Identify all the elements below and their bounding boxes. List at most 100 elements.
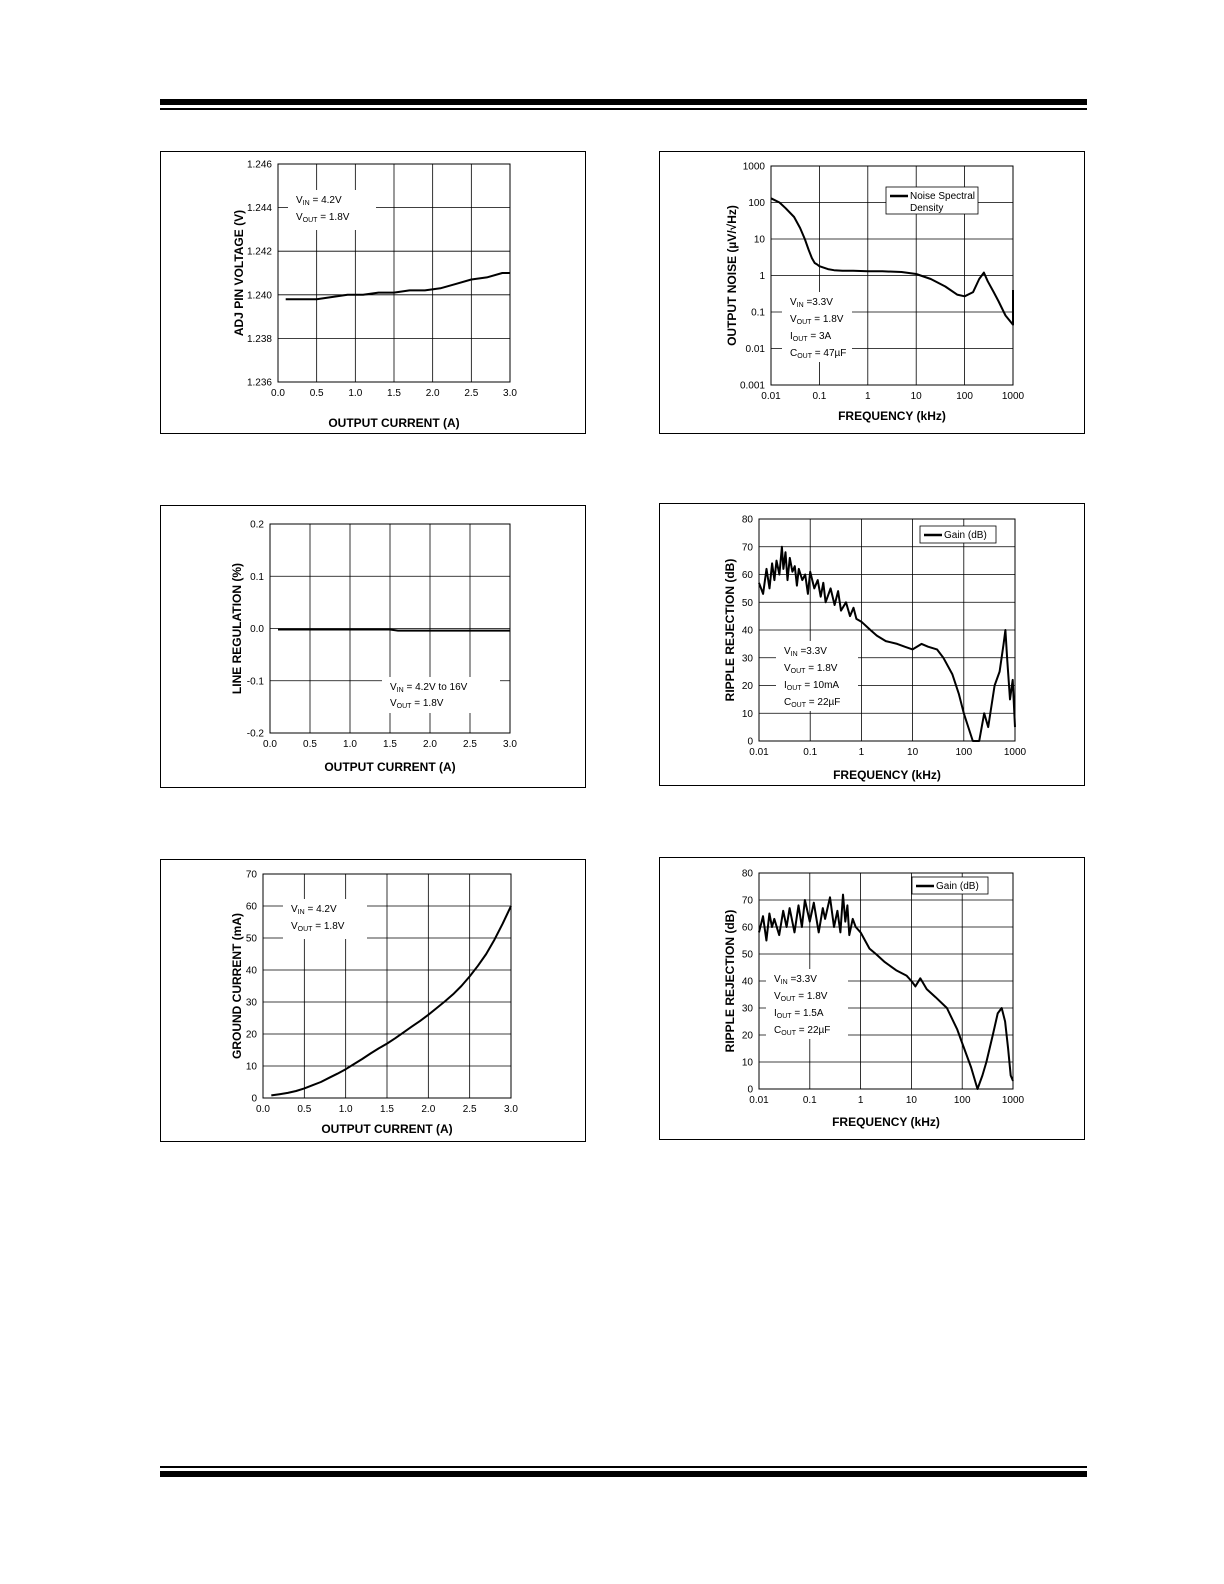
legend-label: Noise Spectral — [910, 191, 975, 202]
annotation-subscript: OUT — [791, 702, 807, 709]
chart-ripple-rejection-1-5a: 0.01 0.1 1 10 100 1000 0 10 20 30 40 50 60 70 80 VIN =3… — [723, 869, 1025, 1130]
x-tick-label: 0.01 — [749, 1095, 769, 1106]
annotation-value: =3.3V — [788, 974, 818, 985]
x-tick-label: 0.01 — [761, 391, 781, 402]
annotation-symbol: V — [296, 195, 303, 206]
x-tick-label: 1000 — [1002, 1095, 1025, 1106]
x-tick-label: 100 — [956, 391, 973, 402]
chart-adj: 0.0 0.5 1.0 1.5 2.0 2.5 3.0 1.236 1.238 1.240 1.24… — [232, 160, 517, 431]
annotation-subscript: OUT — [781, 996, 797, 1003]
annotation-subscript: OUT — [797, 319, 813, 326]
chart-panel-adj: 0.0 0.5 1.0 1.5 2.0 2.5 3.0 1.236 1.238 1.240 1.24… — [160, 151, 586, 434]
y-tick-label: 50 — [742, 950, 754, 961]
bottom-rule-thick — [160, 1471, 1087, 1477]
y-tick-label: 70 — [246, 870, 258, 881]
legend-box — [885, 186, 979, 215]
annotation-symbol: V — [390, 682, 397, 693]
annotation-value: = 1.8V — [805, 663, 837, 674]
y-tick-label: 1000 — [743, 162, 766, 173]
y-tick-label: 20 — [246, 1030, 258, 1041]
y-tick-label: 20 — [742, 1031, 754, 1042]
annotation-symbol: V — [784, 663, 791, 674]
annotation-text: COUT = 47µF — [790, 348, 846, 360]
chart-ground-current: 0.0 0.5 1.0 1.5 2.0 2.5 3.0 0 10 20 30 40 50 60 70 VIN … — [230, 870, 518, 1137]
y-tick-label: 0 — [747, 737, 753, 748]
y-tick-label: 30 — [742, 653, 754, 664]
y-tick-label: -0.2 — [247, 729, 265, 740]
legend-label: Gain (dB) — [944, 530, 987, 541]
y-tick-label: 1.240 — [247, 290, 272, 301]
y-tick-label: 1.236 — [247, 378, 272, 389]
annotation-text: VOUT = 1.8V — [390, 698, 444, 710]
y-tick-label: 10 — [754, 235, 766, 246]
annotation-symbol: V — [774, 974, 781, 985]
x-tick-label: 1 — [865, 391, 871, 402]
annotation-symbol: V — [291, 904, 298, 915]
data-series-line — [758, 545, 1016, 742]
annotation-box — [283, 899, 367, 939]
x-tick-label: 1.5 — [380, 1104, 394, 1115]
chart-panel-line-reg: 0.0 0.5 1.0 1.5 2.0 2.5 3.0 -0.2 -0.1 0.0 0.1 0.2 VI… — [160, 505, 586, 788]
chart-output-noise: 0.01 0.1 1 10 100 10000.0010.010.11101001000V… — [725, 162, 1025, 424]
data-series-line — [758, 893, 1014, 1090]
bottom-rule-thin — [160, 1466, 1087, 1468]
x-tick-label: 3.0 — [503, 739, 517, 750]
annotation-subscript: OUT — [793, 336, 809, 343]
top-rule-thin — [160, 108, 1087, 110]
annotation-value: = 1.8V — [317, 212, 349, 223]
y-tick-label: 0.1 — [250, 572, 264, 583]
data-series-line — [278, 628, 510, 632]
y-tick-label: 60 — [742, 570, 754, 581]
annotation-text: COUT = 22µF — [774, 1025, 830, 1037]
y-tick-label: 100 — [748, 198, 765, 209]
x-tick-label: 3.0 — [503, 388, 517, 399]
y-tick-label: 10 — [742, 709, 754, 720]
annotation-subscript: OUT — [303, 217, 319, 224]
x-tick-label: 2.0 — [426, 388, 440, 399]
x-tick-label: 0.01 — [749, 747, 769, 758]
annotation-subscript: OUT — [298, 926, 314, 933]
annotation-subscript: IN — [298, 909, 305, 916]
data-series-line — [770, 197, 1014, 326]
annotation-symbol: C — [784, 697, 791, 708]
y-tick-label: 40 — [742, 626, 754, 637]
x-tick-label: 0.0 — [271, 388, 285, 399]
y-tick-label: 30 — [742, 1004, 754, 1015]
y-axis-label: GROUND CURRENT (mA) — [230, 913, 244, 1059]
x-axis-label: FREQUENCY (kHz) — [838, 409, 946, 423]
chart-line-regulation: 0.0 0.5 1.0 1.5 2.0 2.5 3.0 -0.2 -0.1 0.0 0.1 0.2 VI… — [230, 520, 517, 775]
data-series-line — [285, 272, 510, 301]
annotation-text: VOUT = 1.8V — [774, 991, 828, 1003]
annotation-subscript: IN — [397, 687, 404, 694]
y-tick-label: 60 — [246, 902, 258, 913]
y-tick-label: 0 — [251, 1094, 257, 1105]
annotation-text: VIN =3.3V — [774, 974, 817, 986]
annotation-text: VOUT = 1.8V — [784, 663, 838, 675]
annotation-value: = 47µF — [812, 348, 846, 359]
x-tick-label: 2.0 — [421, 1104, 435, 1115]
x-axis-label: OUTPUT CURRENT (A) — [321, 1122, 452, 1136]
x-tick-label: 0.1 — [812, 391, 826, 402]
x-tick-label: 1000 — [1002, 391, 1025, 402]
y-axis-label: OUTPUT NOISE (µV/√Hz) — [725, 205, 739, 346]
y-tick-label: 0.001 — [740, 381, 765, 392]
legend-box — [919, 525, 997, 544]
annotation-box — [776, 641, 858, 711]
annotation-symbol: V — [296, 212, 303, 223]
y-tick-label: 0 — [747, 1085, 753, 1096]
annotation-symbol: C — [774, 1025, 781, 1036]
annotation-text: VOUT = 1.8V — [291, 921, 345, 933]
annotation-subscript: OUT — [397, 703, 413, 710]
annotation-value: =3.3V — [804, 297, 834, 308]
y-tick-label: -0.1 — [247, 676, 265, 687]
legend-box — [911, 876, 989, 895]
annotation-value: = 3A — [808, 331, 832, 342]
x-axis-label: OUTPUT CURRENT (A) — [324, 760, 455, 774]
annotation-subscript: OUT — [791, 668, 807, 675]
y-tick-label: 1.246 — [247, 160, 272, 171]
annotation-subscript: IN — [791, 651, 798, 658]
x-tick-label: 1.5 — [387, 388, 401, 399]
y-tick-label: 50 — [742, 598, 754, 609]
annotation-subscript: IN — [797, 302, 804, 309]
y-tick-label: 60 — [742, 923, 754, 934]
